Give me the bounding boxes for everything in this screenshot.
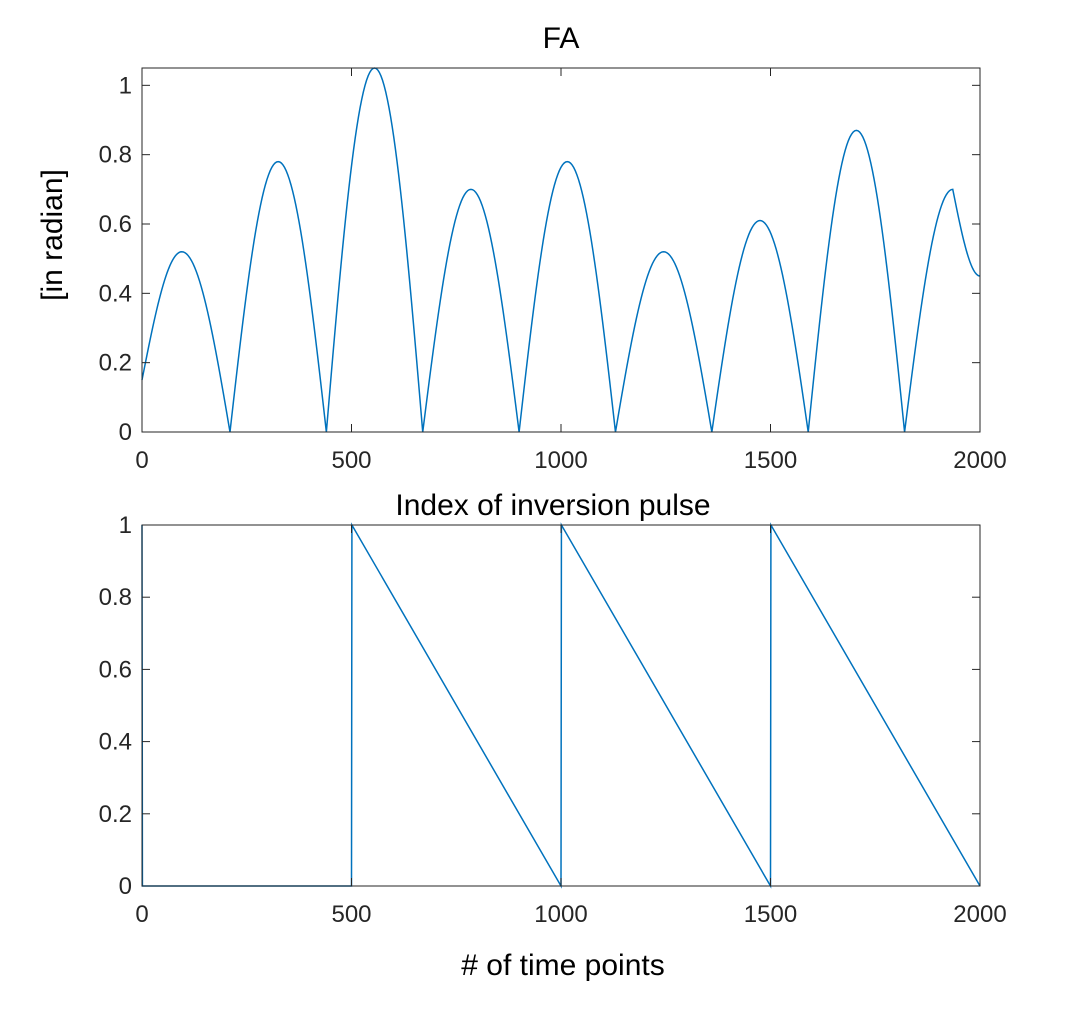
y-tick-label: 0.8 [99, 584, 132, 611]
y-tick-label: 0 [119, 419, 132, 446]
inversion-series-line [141, 522, 981, 889]
x-tick-label: 2000 [953, 447, 1006, 474]
fa-plot-ticks: 0 500 1000 1500 2000 0 0.2 0.4 0.6 0.8 1 [99, 68, 1007, 474]
fa-plot-title: FA [543, 22, 580, 55]
inversion-plot-title: Index of inversion pulse [395, 489, 710, 522]
y-tick-label: 1 [119, 512, 132, 539]
x-tick-label: 0 [135, 447, 148, 474]
x-tick-label: 0 [135, 901, 148, 928]
x-tick-label: 500 [331, 447, 371, 474]
inversion-plot-xlabel: # of time points [461, 949, 664, 982]
y-tick-label: 0.2 [99, 350, 132, 377]
y-tick-label: 0 [119, 873, 132, 900]
y-tick-label: 0.6 [99, 656, 132, 683]
x-tick-label: 1500 [744, 447, 797, 474]
y-tick-label: 0.2 [99, 801, 132, 828]
fa-plot-ylabel: [in radian] [36, 169, 69, 301]
y-tick-label: 0.4 [99, 729, 132, 756]
inversion-plot: Index of inversion pulse # of time point… [99, 489, 1007, 982]
fa-plot: FA [in radian] 0 500 1000 1500 2000 0 0.2 0.4 0.… [36, 22, 1007, 474]
fa-series-line [141, 67, 981, 433]
fa-plot-axes-box [141, 67, 981, 433]
inversion-plot-ticks: 0 500 1000 1500 2000 0 0.2 0.4 0.6 0.8 1 [99, 512, 1007, 928]
x-tick-label: 1500 [744, 901, 797, 928]
x-tick-label: 500 [331, 901, 371, 928]
inversion-plot-axes-box [141, 524, 981, 887]
x-tick-label: 1000 [534, 447, 587, 474]
y-tick-label: 0.8 [99, 142, 132, 169]
x-tick-label: 2000 [953, 901, 1006, 928]
x-tick-label: 1000 [534, 901, 587, 928]
y-tick-label: 0.6 [99, 211, 132, 238]
y-tick-label: 0.4 [99, 280, 132, 307]
y-tick-label: 1 [119, 72, 132, 99]
